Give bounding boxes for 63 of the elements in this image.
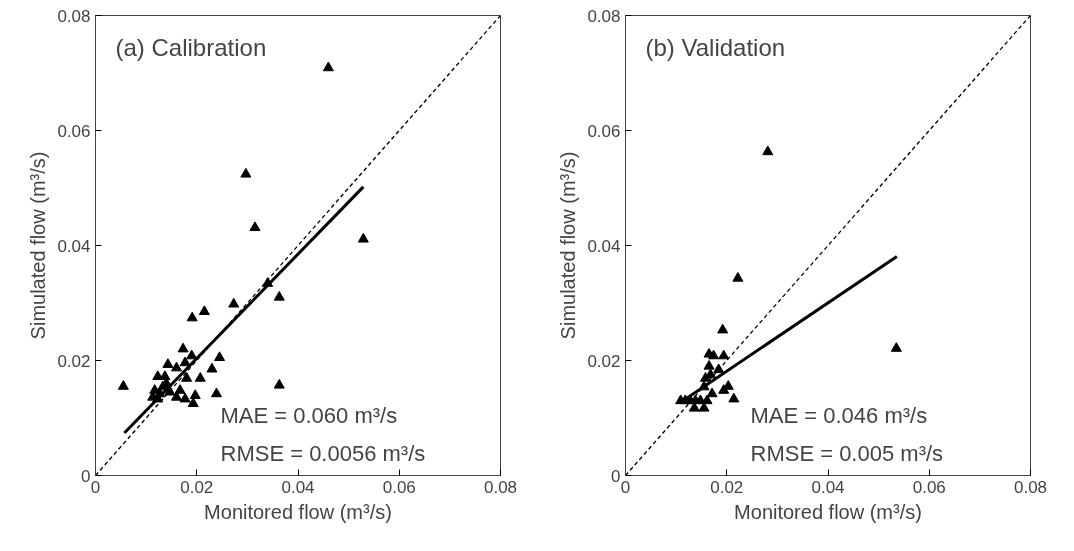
x-tick-label: 0.08 (483, 477, 518, 497)
x-tick-label: 0.02 (180, 477, 214, 497)
point (177, 342, 189, 353)
point (699, 372, 711, 382)
point (890, 342, 902, 352)
annotation: RMSE = 0.005 m³/s (750, 440, 944, 466)
x-tick-label: 0.02 (710, 477, 744, 497)
y-axis-title: Simulated flow (m³/s) (557, 151, 580, 340)
point (189, 389, 201, 399)
point (728, 392, 740, 403)
x-axis-title: Monitored flow (m³/s) (204, 500, 392, 523)
annotation: RMSE = 0.0056 m³/s (220, 440, 426, 466)
y-tick-label: 0.04 (57, 236, 91, 256)
point (198, 305, 210, 316)
y-tick-label: 0.04 (587, 236, 621, 256)
x-tick-label: 0.06 (382, 477, 416, 497)
point (701, 394, 713, 405)
text: (b) Validation (645, 33, 786, 61)
point (718, 384, 730, 394)
point (762, 145, 774, 156)
point (718, 349, 730, 360)
point (206, 362, 218, 373)
x-tick-label: 0.08 (1013, 477, 1048, 497)
point (171, 361, 182, 372)
point (703, 359, 715, 370)
annotation: MAE = 0.046 m³/s (750, 402, 928, 428)
point (732, 272, 744, 282)
point (117, 380, 129, 390)
y-tick-label: 0.06 (587, 121, 621, 141)
point (706, 387, 718, 398)
x-tick-label: 0.06 (912, 477, 946, 497)
point (357, 232, 369, 243)
y-tick-label: 0.08 (57, 6, 91, 26)
text: (a) Calibration (115, 33, 267, 61)
point (273, 290, 285, 301)
x-tick-label: 0.04 (811, 477, 845, 497)
point (262, 277, 274, 287)
point (708, 349, 720, 360)
point (194, 372, 206, 382)
point (179, 356, 191, 367)
y-tick-label: 0.02 (587, 351, 621, 371)
y-axis-title: Simulated flow (m³/s) (27, 151, 50, 340)
point (698, 380, 710, 391)
point (240, 167, 252, 178)
point (249, 221, 261, 232)
y-tick-label: 0.02 (57, 351, 91, 371)
point (214, 351, 226, 362)
point (174, 384, 186, 394)
point (162, 358, 174, 368)
y-tick-label: 0.06 (57, 121, 91, 141)
point (713, 363, 725, 374)
point (322, 61, 334, 72)
point (179, 392, 191, 403)
point (717, 323, 729, 334)
point (228, 297, 240, 308)
point (181, 372, 193, 382)
point (210, 387, 222, 398)
annotation: MAE = 0.060 m³/s (220, 402, 398, 428)
y-tick-label: 0.08 (587, 6, 621, 26)
point (186, 311, 198, 322)
point (273, 378, 285, 389)
x-tick-label: 0.04 (281, 477, 315, 497)
x-axis-title: Monitored flow (m³/s) (734, 500, 922, 523)
